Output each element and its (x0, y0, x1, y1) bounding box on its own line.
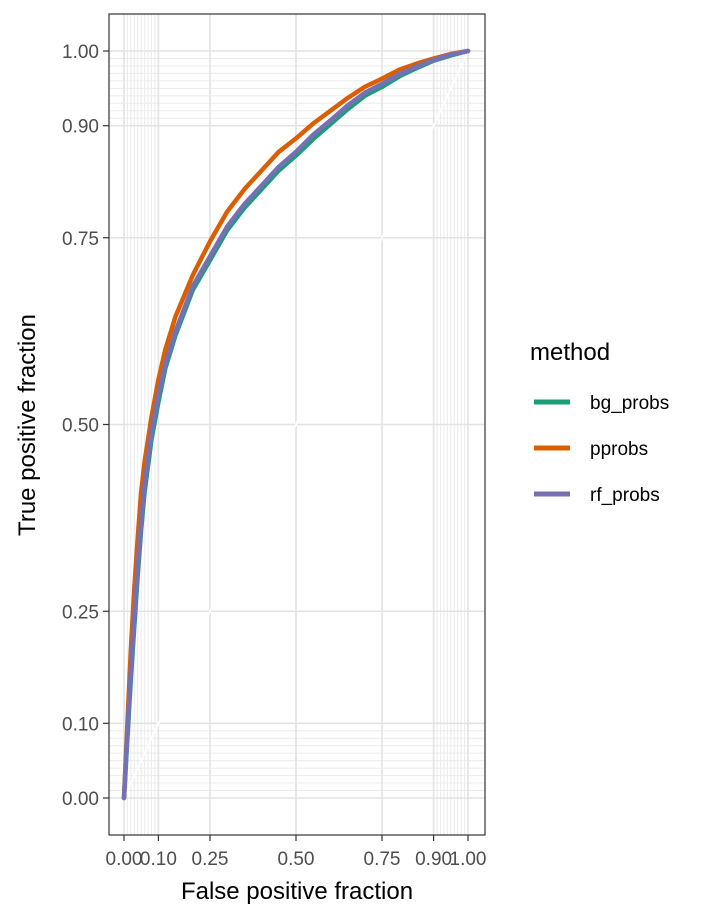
y-tick-label: 1.00 (62, 42, 99, 63)
legend-label-pprobs: pprobs (590, 439, 648, 460)
roc-line-rf-probs (121, 48, 471, 801)
y-axis-title: True positive fraction (14, 314, 41, 536)
legend-label-rf-probs: rf_probs (590, 485, 660, 506)
reference-diagonal (123, 50, 469, 799)
x-tick-label: 0.75 (364, 849, 401, 870)
roc-line-pprobs (121, 48, 471, 801)
y-tick-label: 0.75 (62, 229, 99, 250)
roc-curves (121, 48, 471, 801)
x-tick-label: 0.00 (106, 849, 143, 870)
y-tick-label: 0.25 (62, 602, 99, 623)
x-tick-label: 0.50 (278, 849, 315, 870)
x-tick-label: 0.25 (192, 849, 229, 870)
diagonal-line (123, 50, 469, 799)
x-tick-label: 0.10 (140, 849, 177, 870)
y-tick-label: 0.90 (62, 117, 99, 138)
legend-title: method (530, 339, 610, 366)
y-tick-label: 0.50 (62, 416, 99, 437)
axes: 0.000.10 0.25 0.50 0.75 0.901.000.000.100.25… (62, 42, 486, 870)
x-tick-label: 1.00 (450, 849, 487, 870)
x-tick-label: 0.90 (415, 849, 452, 870)
x-axis-title: False positive fraction (181, 878, 413, 905)
y-tick-label: 0.10 (62, 714, 99, 735)
y-tick-label: 0.00 (62, 789, 99, 810)
legend-label-bg-probs: bg_probs (590, 393, 669, 414)
